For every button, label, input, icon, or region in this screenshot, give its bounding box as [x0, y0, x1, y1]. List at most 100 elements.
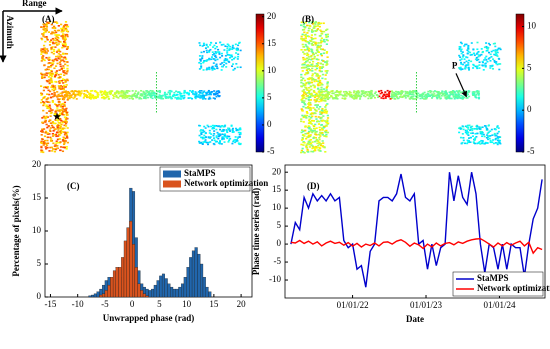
map-pixel: [345, 91, 347, 93]
map-pixel: [62, 78, 64, 80]
map-pixel: [366, 93, 368, 95]
map-pixel: [364, 93, 366, 95]
map-pixel: [322, 74, 324, 76]
x-tick-label: 0: [130, 299, 135, 309]
map-pixel: [324, 100, 326, 102]
map-pixel: [43, 45, 45, 47]
map-pixel: [201, 52, 203, 54]
map-pixel: [483, 59, 485, 61]
map-pixel: [203, 61, 205, 63]
map-pixel: [334, 92, 336, 94]
map-pixel: [55, 128, 57, 130]
map-pixel: [60, 132, 62, 134]
map-pixel: [214, 60, 216, 62]
map-pixel: [327, 96, 329, 98]
map-pixel: [219, 53, 221, 55]
map-pixel: [225, 55, 227, 57]
map-pixel: [476, 48, 478, 50]
map-pixel: [302, 34, 304, 36]
map-pixel: [311, 68, 313, 70]
map-pixel: [161, 95, 163, 97]
map-pixel: [49, 106, 51, 108]
map-pixel: [201, 55, 203, 57]
map-pixel: [388, 95, 390, 97]
map-pixel: [73, 98, 75, 100]
map-pixel: [495, 49, 497, 51]
map-pixel: [62, 53, 64, 55]
map-pixel: [135, 90, 137, 92]
map-pixel: [327, 56, 329, 58]
map-pixel: [45, 30, 47, 32]
map-pixel: [47, 66, 49, 68]
map-pixel: [55, 65, 57, 67]
map-pixel: [51, 64, 53, 66]
map-pixel: [41, 142, 43, 144]
map-pixel: [325, 74, 327, 76]
map-pixel: [81, 92, 83, 94]
map-pixel: [468, 51, 470, 53]
map-pixel: [154, 92, 156, 94]
map-pixel: [354, 97, 356, 99]
map-pixel: [213, 128, 215, 130]
map-pixel: [314, 56, 316, 58]
map-pixel: [53, 49, 55, 51]
map-pixel: [325, 112, 327, 114]
map-pixel: [326, 122, 328, 124]
map-pixel: [462, 56, 464, 58]
map-pixel: [479, 143, 481, 145]
map-pixel: [61, 68, 63, 70]
map-pixel: [211, 139, 213, 141]
map-pixel: [321, 55, 323, 57]
map-pixel: [318, 42, 320, 44]
colorbar-tick-label: 20: [267, 11, 277, 21]
map-pixel: [170, 98, 172, 100]
map-pixel: [395, 91, 397, 93]
map-pixel: [495, 142, 497, 144]
map-pixel: [90, 98, 92, 100]
map-pixel: [353, 95, 355, 97]
histogram-bar: [187, 267, 190, 297]
map-pixel: [224, 136, 226, 138]
map-pixel: [225, 66, 227, 68]
map-pixel: [157, 91, 159, 93]
map-pixel: [66, 71, 68, 73]
histogram-bar: [170, 287, 173, 297]
map-pixel: [66, 36, 68, 38]
map-pixel: [55, 142, 57, 144]
map-pixel: [206, 69, 208, 71]
map-pixel: [425, 95, 427, 97]
map-pixel: [304, 74, 306, 76]
map-pixel: [304, 133, 306, 135]
map-pixel: [391, 91, 393, 93]
map-pixel: [152, 97, 154, 99]
map-pixel: [304, 53, 306, 55]
map-pixel: [42, 101, 44, 103]
legend-label: Network optimization: [184, 178, 268, 188]
map-pixel: [53, 92, 55, 94]
map-pixel: [219, 57, 221, 59]
map-pixel: [439, 93, 441, 95]
legend-label: Network optimization: [477, 283, 550, 293]
map-pixel: [84, 90, 86, 92]
map-pixel: [313, 91, 315, 93]
map-pixel: [135, 97, 137, 99]
map-pixel: [49, 44, 51, 46]
map-pixel: [208, 142, 210, 144]
map-pixel: [138, 91, 140, 93]
histogram-bar: [135, 267, 138, 297]
map-pixel: [89, 93, 91, 95]
map-pixel: [110, 93, 112, 95]
map-pixel: [324, 151, 326, 153]
map-pixel: [470, 126, 472, 128]
map-pixel: [489, 67, 491, 69]
map-pixel: [206, 52, 208, 54]
map-pixel: [238, 142, 240, 144]
map-pixel: [102, 97, 104, 99]
map-pixel: [51, 147, 53, 149]
map-pixel: [53, 134, 55, 136]
map-pixel: [57, 98, 59, 100]
map-pixel: [484, 46, 486, 48]
map-pixel: [140, 90, 142, 92]
map-pixel: [55, 74, 57, 76]
map-pixel: [46, 98, 48, 100]
